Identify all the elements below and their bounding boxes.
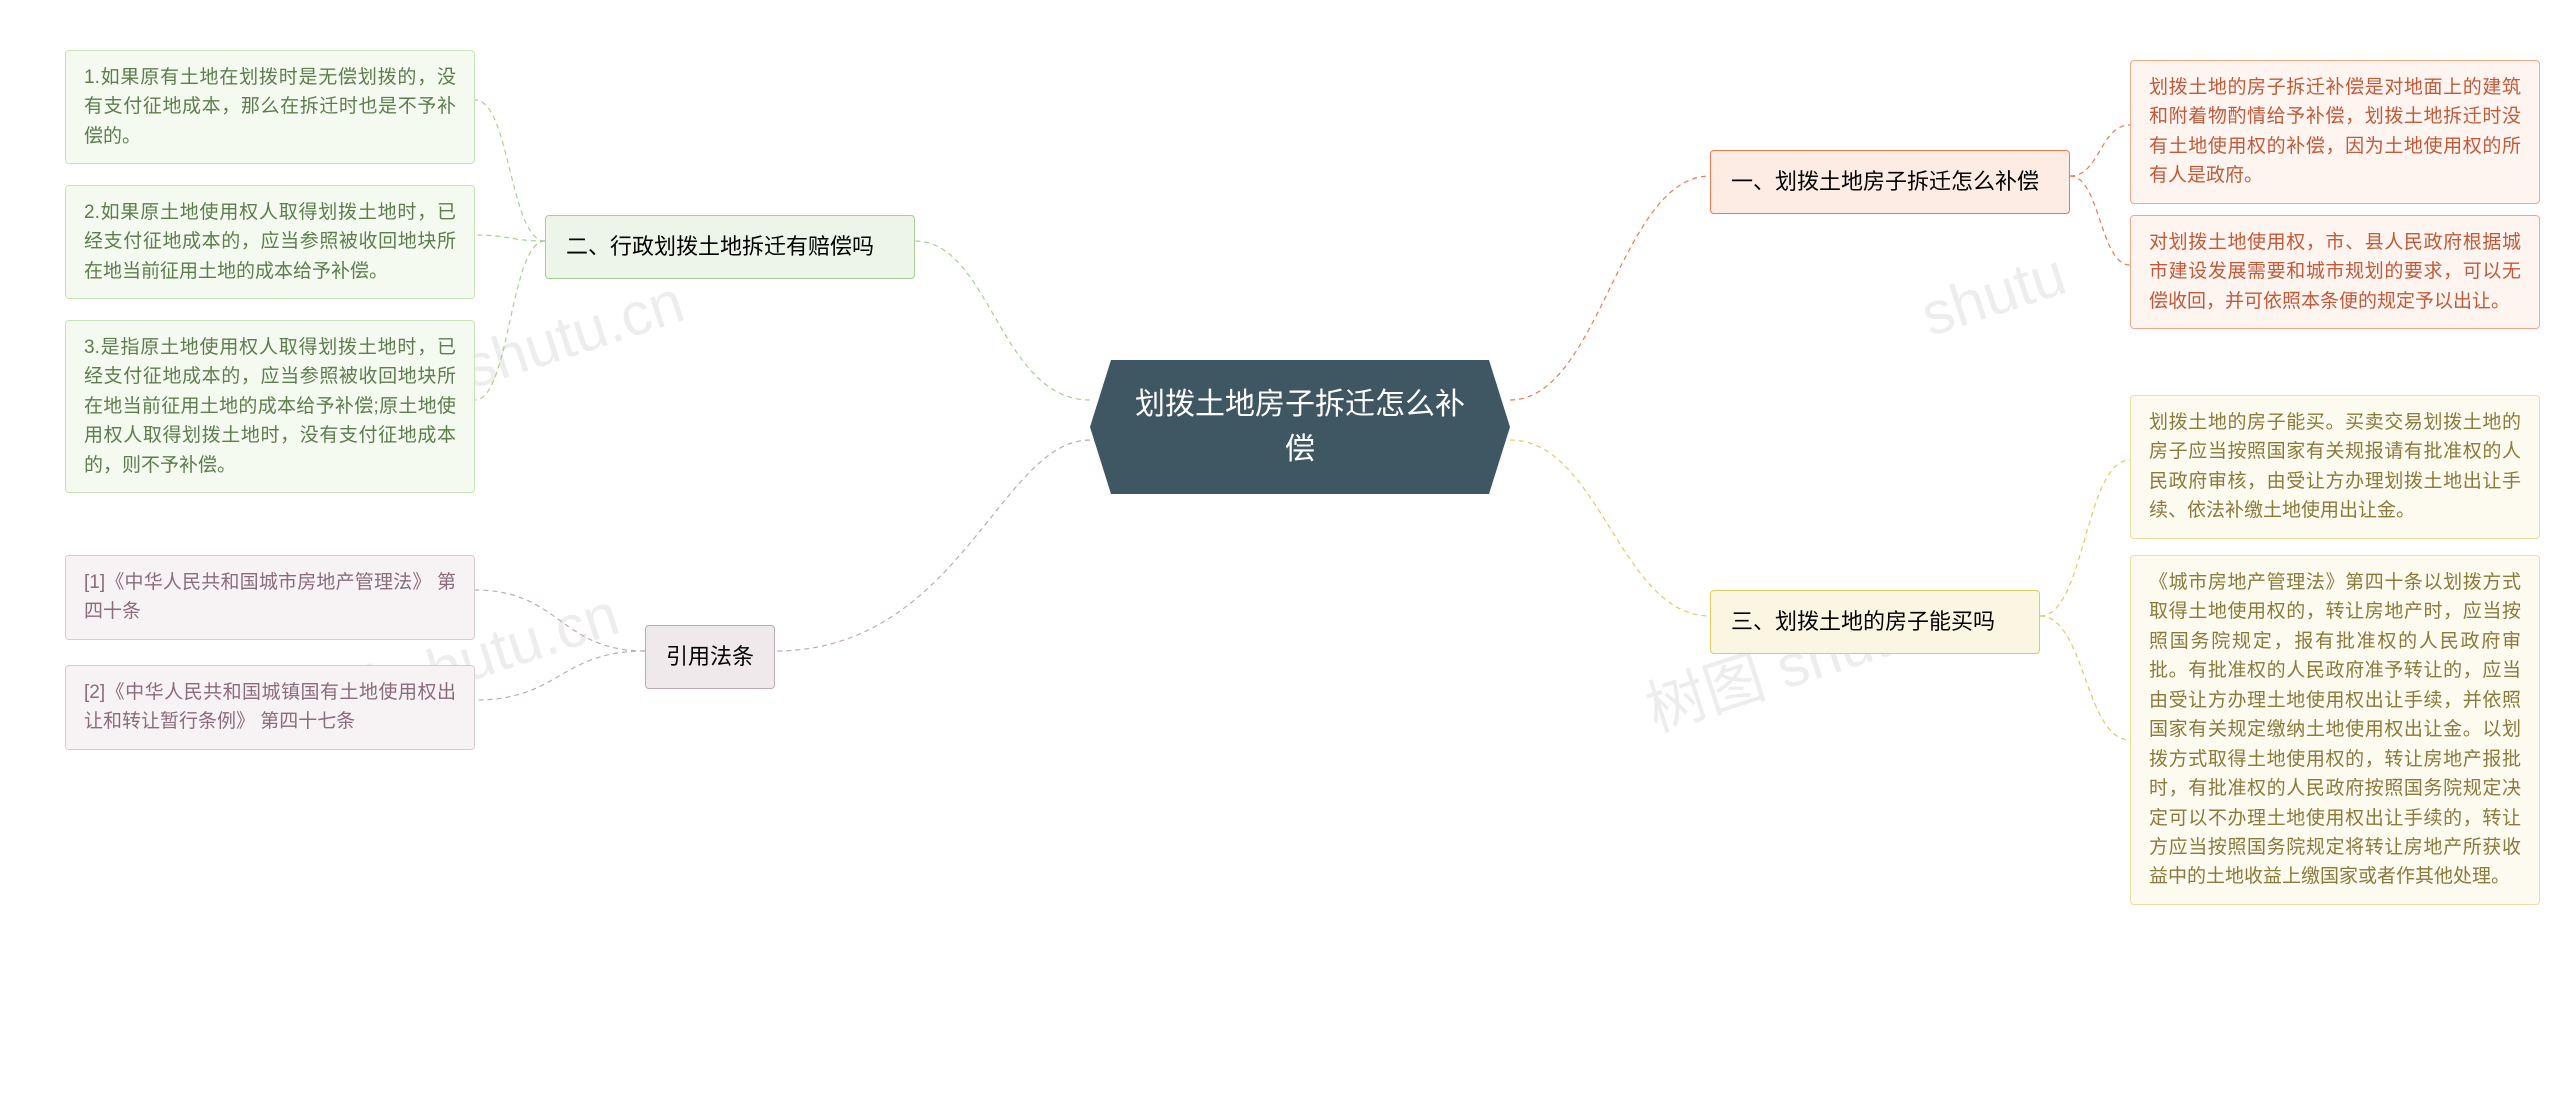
leaf-text: 1.如果原有土地在划拨时是无偿划拨的，没有支付征地成本，那么在拆迁时也是不予补偿… <box>84 67 456 147</box>
leaf-text: [2]《中华人民共和国城镇国有土地使用权出让和转让暂行条例》 第四十七条 <box>84 682 456 732</box>
branch-3-leaf-1: 《城市房地产管理法》第四十条以划拨方式取得土地使用权的，转让房地产时，应当按照国… <box>2130 555 2540 905</box>
branch-3-label: 三、划拨土地的房子能买吗 <box>1731 609 1995 634</box>
leaf-text: 划拨土地的房子拆迁补偿是对地面上的建筑和附着物酌情给予补偿，划拨土地拆迁时没有土… <box>2149 77 2521 186</box>
watermark: shutu.cn <box>455 267 692 403</box>
branch-1-label: 一、划拨土地房子拆迁怎么补偿 <box>1731 169 2039 194</box>
branch-2-leaf-0: 1.如果原有土地在划拨时是无偿划拨的，没有支付征地成本，那么在拆迁时也是不予补偿… <box>65 50 475 164</box>
mindmap-center: 划拨土地房子拆迁怎么补偿 <box>1090 360 1510 494</box>
leaf-text: 对划拨土地使用权，市、县人民政府根据城市建设发展需要和城市规划的要求，可以无偿收… <box>2149 232 2521 312</box>
branch-3-leaf-0: 划拨土地的房子能买。买卖交易划拨土地的房子应当按照国家有关规报请有批准权的人民政… <box>2130 395 2540 539</box>
branch-2-leaf-1: 2.如果原土地使用权人取得划拨土地时，已经支付征地成本的，应当参照被收回地块所在… <box>65 185 475 299</box>
branch-1-leaf-0: 划拨土地的房子拆迁补偿是对地面上的建筑和附着物酌情给予补偿，划拨土地拆迁时没有土… <box>2130 60 2540 204</box>
center-text: 划拨土地房子拆迁怎么补偿 <box>1135 388 1465 466</box>
branch-4-label: 引用法条 <box>666 644 754 669</box>
leaf-text: 划拨土地的房子能买。买卖交易划拨土地的房子应当按照国家有关规报请有批准权的人民政… <box>2149 412 2521 521</box>
leaf-text: [1]《中华人民共和国城市房地产管理法》 第四十条 <box>84 572 456 622</box>
branch-2-label: 二、行政划拨土地拆迁有赔偿吗 <box>566 234 874 259</box>
branch-3: 三、划拨土地的房子能买吗 <box>1710 590 2040 654</box>
leaf-text: 《城市房地产管理法》第四十条以划拨方式取得土地使用权的，转让房地产时，应当按照国… <box>2149 572 2521 887</box>
branch-1: 一、划拨土地房子拆迁怎么补偿 <box>1710 150 2070 214</box>
leaf-text: 2.如果原土地使用权人取得划拨土地时，已经支付征地成本的，应当参照被收回地块所在… <box>84 202 456 282</box>
leaf-text: 3.是指原土地使用权人取得划拨土地时，已经支付征地成本的，应当参照被收回地块所在… <box>84 337 456 476</box>
branch-4-leaf-0: [1]《中华人民共和国城市房地产管理法》 第四十条 <box>65 555 475 640</box>
watermark: shutu <box>1913 239 2074 350</box>
branch-2-leaf-2: 3.是指原土地使用权人取得划拨土地时，已经支付征地成本的，应当参照被收回地块所在… <box>65 320 475 493</box>
branch-2: 二、行政划拨土地拆迁有赔偿吗 <box>545 215 915 279</box>
branch-4: 引用法条 <box>645 625 775 689</box>
branch-4-leaf-1: [2]《中华人民共和国城镇国有土地使用权出让和转让暂行条例》 第四十七条 <box>65 665 475 750</box>
branch-1-leaf-1: 对划拨土地使用权，市、县人民政府根据城市建设发展需要和城市规划的要求，可以无偿收… <box>2130 215 2540 329</box>
